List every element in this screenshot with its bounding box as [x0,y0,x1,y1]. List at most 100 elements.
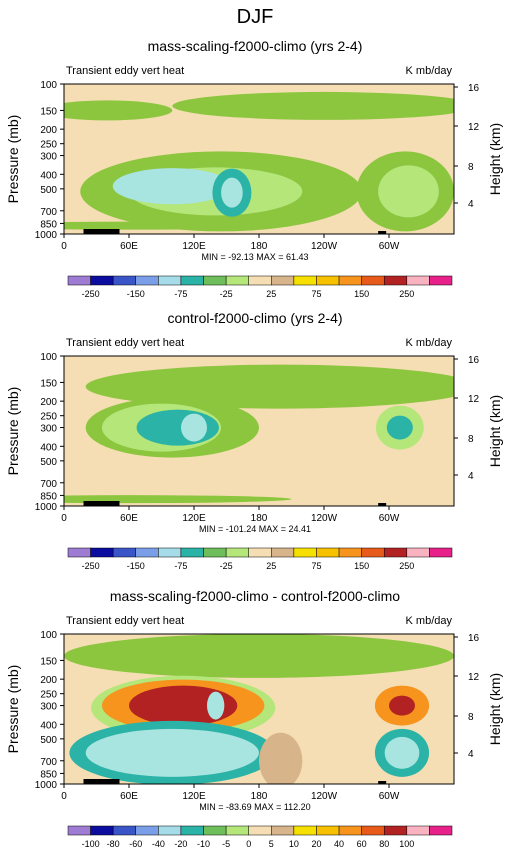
contour-region [172,91,454,120]
colorbar-box [67,547,91,558]
x-tick-label: 180 [251,241,268,252]
colorbar-label: -5 [222,839,230,849]
y-tick-label: 200 [40,397,57,408]
contour-region [221,177,243,208]
topography [378,503,387,506]
colorbar-label: 40 [334,839,344,849]
y-tick-label: 1000 [35,502,58,513]
x-tick-label: 180 [251,791,268,802]
contour-region [64,221,292,230]
colorbar-box [429,547,453,558]
colorbar-label: 75 [311,289,321,299]
y-right-tick-label: 12 [468,122,480,133]
topography [83,501,120,506]
colorbar-box [248,547,272,558]
colorbar-label: 5 [269,839,274,849]
colorbar-label: -250 [82,561,100,571]
panel-title: mass-scaling-f2000-climo - control-f2000… [110,588,400,604]
panel-left-label: Transient eddy vert heat [66,337,184,349]
topography [83,779,120,784]
y-tick-label: 850 [40,491,57,502]
colorbar-box [203,825,227,836]
x-tick-label: 60E [120,513,138,524]
colorbar-label: 80 [379,839,389,849]
y-tick-label: 150 [40,656,57,667]
y-tick-label: 500 [40,185,57,196]
contour-region [259,732,303,784]
colorbar-box [248,825,272,836]
contour-region [384,736,420,769]
colorbar-label: 25 [266,561,276,571]
colorbar-box [406,825,430,836]
x-tick-label: 120W [311,513,338,524]
colorbar-label: 25 [266,289,276,299]
contour-region [386,415,413,440]
colorbar-box [203,547,227,558]
colorbar-box [316,825,340,836]
y-tick-label: 200 [40,675,57,686]
colorbar-box [316,547,340,558]
colorbar-box [90,275,114,286]
colorbar-box [361,547,385,558]
x-tick-label: 60W [379,241,400,252]
colorbar-label: -40 [152,839,165,849]
x-tick-label: 120W [311,791,338,802]
colorbar-label: -100 [82,839,100,849]
y-right-tick-label: 8 [468,162,474,173]
colorbar-box [225,547,249,558]
colorbar-label: 10 [289,839,299,849]
y-tick-label: 700 [40,757,57,768]
colorbar-box [429,825,453,836]
colorbar-box [406,275,430,286]
y-right-tick-label: 8 [468,434,474,445]
panel-stats: MIN = -83.69 MAX = 112.20 [199,802,310,812]
colorbar-box [112,825,137,836]
y-tick-label: 400 [40,720,57,731]
contour-field [64,356,454,506]
panel-title: mass-scaling-f2000-climo (yrs 2-4) [148,38,363,54]
colorbar-box [361,275,385,286]
colorbar-box [180,547,204,558]
y-tick-label: 250 [40,140,57,151]
x-tick-label: 0 [61,241,67,252]
contour-field [64,634,454,784]
y-right-tick-label: 12 [468,672,480,683]
contour-field [64,84,454,234]
y-tick-label: 700 [40,479,57,490]
colorbar-label: -25 [220,289,233,299]
topography [378,231,387,234]
contour-region [85,728,260,777]
x-tick-label: 60W [379,513,400,524]
colorbar-label: 150 [354,289,369,299]
colorbar-box [180,825,204,836]
colorbar-label: -150 [127,289,145,299]
x-tick-label: 120E [182,513,206,524]
chart-panel-3: mass-scaling-f2000-climo - control-f2000… [5,588,503,849]
colorbar-box [338,825,362,836]
topography [378,781,387,784]
y-right-tick-label: 16 [468,83,480,94]
panel-stats: MIN = -101.24 MAX = 24.41 [199,524,311,534]
colorbar-label: -20 [174,839,187,849]
colorbar-box [135,547,159,558]
y-tick-label: 500 [40,457,57,468]
topography [83,229,120,234]
y-axis-title: Pressure (mb) [5,115,21,204]
y-tick-label: 700 [40,207,57,218]
colorbar-box [135,825,159,836]
x-tick-label: 120E [182,241,206,252]
contour-region [85,364,454,409]
y-right-axis-title: Height (km) [487,123,503,195]
y-tick-label: 100 [40,630,57,641]
contour-region [389,695,415,716]
x-tick-label: 0 [61,513,67,524]
colorbar-label: -60 [129,839,142,849]
y-tick-label: 250 [40,412,57,423]
y-tick-label: 400 [40,170,57,181]
colorbar-box [429,275,453,286]
y-right-axis-title: Height (km) [487,395,503,467]
x-tick-label: 120E [182,791,206,802]
y-axis-title: Pressure (mb) [5,665,21,754]
y-right-axis-title: Height (km) [487,673,503,745]
colorbar-label: -150 [127,561,145,571]
